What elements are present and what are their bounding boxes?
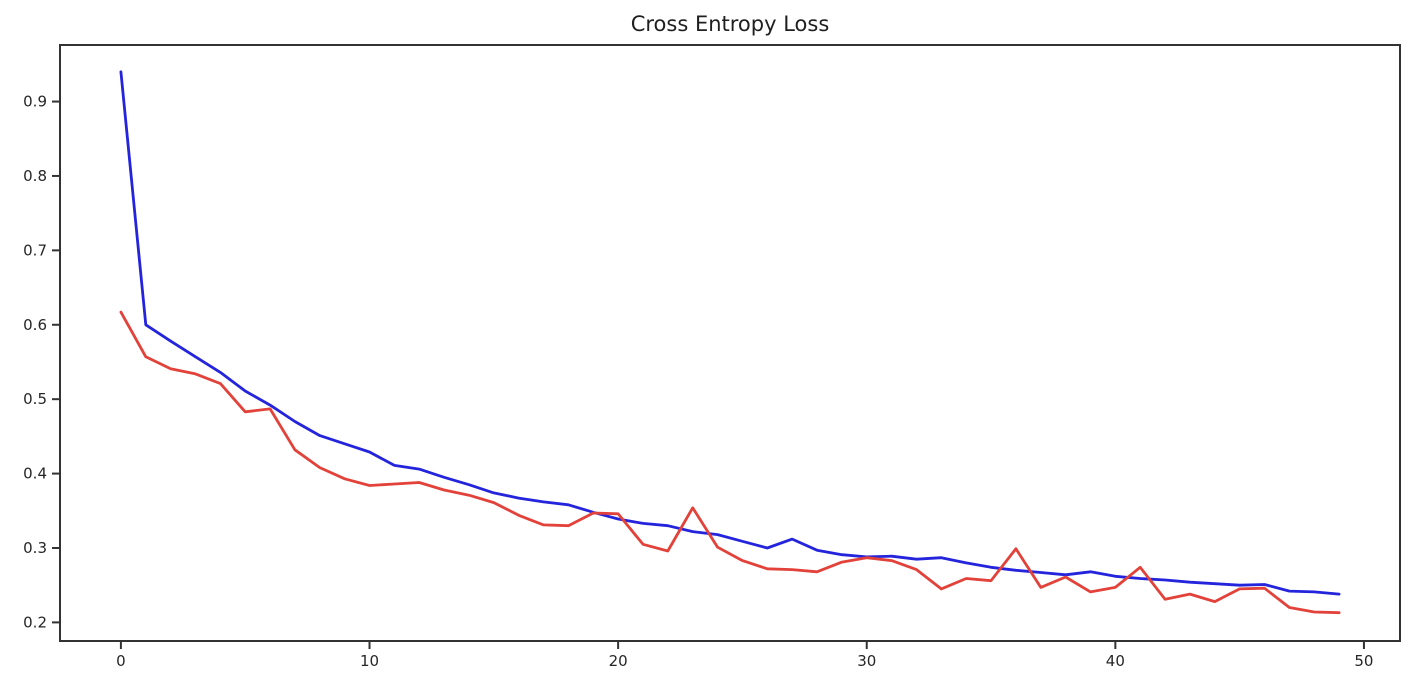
series-lines	[119, 70, 1341, 615]
y-tick-label: 0.3	[23, 539, 47, 557]
x-tick-label: 20	[609, 652, 628, 670]
y-axis-ticks: 0.2 0.3 0.4 0.5 0.6 0.7 0.8 0.9	[23, 93, 60, 631]
plot-area: 0 10 20 30 40 50 0.2 0.3 0.4 0.5 0.6 0.7 0.8 0.9	[23, 44, 1401, 670]
y-tick-label: 0.8	[23, 167, 47, 185]
y-tick-label: 0.7	[23, 241, 47, 259]
y-tick-label: 0.2	[23, 613, 47, 631]
red-loss-line	[119, 310, 1341, 615]
y-tick-label: 0.4	[23, 465, 47, 483]
axes-spines	[59, 44, 1401, 642]
y-tick-label: 0.9	[23, 93, 47, 111]
x-tick-label: 30	[857, 652, 876, 670]
y-tick-label: 0.5	[23, 390, 47, 408]
x-tick-label: 40	[1106, 652, 1125, 670]
blue-loss-line	[119, 70, 1341, 596]
x-axis-ticks: 0 10 20 30 40 50	[116, 641, 1373, 670]
x-tick-label: 50	[1354, 652, 1373, 670]
y-tick-label: 0.6	[23, 316, 47, 334]
x-tick-label: 10	[360, 652, 379, 670]
plot-background	[60, 45, 1400, 641]
chart-title: Cross Entropy Loss	[631, 12, 830, 36]
x-tick-label: 0	[116, 652, 126, 670]
